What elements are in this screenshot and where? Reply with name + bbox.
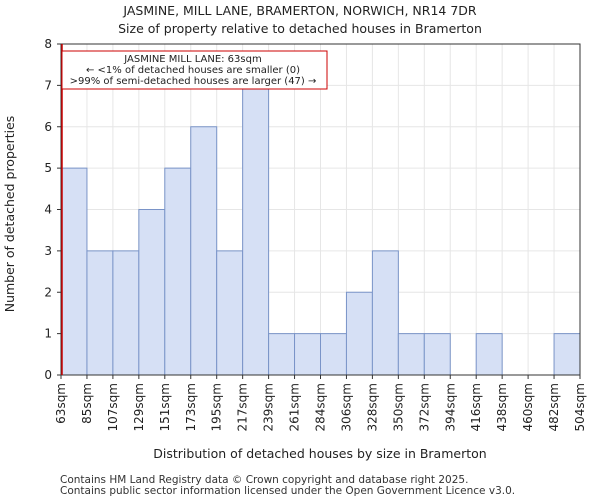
annotation-box: JASMINE MILL LANE: 63sqm ← <1% of detach… [61, 50, 328, 90]
bar [138, 209, 166, 376]
bar [190, 126, 218, 376]
footer-line-2: Contains public sector information licen… [60, 485, 515, 497]
x-tick-label: 438sqm [495, 383, 509, 431]
bar [553, 333, 581, 376]
x-tick-label: 239sqm [262, 383, 276, 431]
x-tick-label: 173sqm [184, 383, 198, 431]
x-tick-label: 504sqm [573, 383, 587, 431]
x-tick-label: 107sqm [106, 383, 120, 431]
x-tick-label: 151sqm [158, 383, 172, 431]
bar [294, 333, 321, 376]
footer-line-1: Contains HM Land Registry data © Crown c… [60, 474, 468, 486]
x-tick-label: 261sqm [288, 383, 302, 431]
x-tick-label: 394sqm [443, 383, 457, 431]
y-tick-label: 6 [44, 120, 52, 134]
chart-subtitle: Size of property relative to detached ho… [118, 21, 482, 36]
y-axis-label: Number of detached properties [2, 116, 17, 313]
x-tick-label: 306sqm [339, 383, 353, 431]
y-tick-label: 2 [44, 285, 52, 299]
annotation-line-2: ← <1% of detached houses are smaller (0) [86, 65, 300, 76]
bar [345, 291, 373, 376]
bar [475, 333, 503, 376]
x-tick-label: 217sqm [236, 383, 250, 431]
x-tick-label: 85sqm [80, 383, 94, 424]
chart-title: JASMINE, MILL LANE, BRAMERTON, NORWICH, … [122, 3, 477, 18]
y-tick-label: 4 [44, 203, 52, 217]
x-tick-label: 460sqm [521, 383, 535, 431]
x-tick-label: 284sqm [314, 383, 328, 431]
y-tick-label: 5 [44, 161, 52, 175]
y-tick-label: 1 [44, 327, 52, 341]
x-tick-label: 328sqm [365, 383, 379, 431]
bar [268, 333, 296, 376]
bars [60, 84, 581, 376]
x-tick-label: 372sqm [417, 383, 431, 431]
x-tick-label: 350sqm [391, 383, 405, 431]
x-tick-label: 63sqm [54, 383, 68, 424]
bar [423, 333, 451, 376]
bar [86, 250, 114, 376]
y-tick-label: 8 [44, 37, 52, 51]
y-tick-label: 0 [44, 368, 52, 382]
bar [397, 333, 425, 376]
x-tick-label: 416sqm [469, 383, 483, 431]
bar [242, 84, 270, 376]
y-ticks: 0 1 2 3 4 5 6 7 8 [44, 37, 61, 382]
bar [320, 333, 347, 376]
x-tick-label: 195sqm [210, 383, 224, 431]
annotation-line-3: >99% of semi-detached houses are larger … [70, 76, 317, 87]
x-tick-label: 129sqm [132, 383, 146, 431]
bar [112, 250, 140, 376]
bar [60, 167, 88, 376]
x-ticks: 63sqm 85sqm 107sqm 129sqm 151sqm 173sqm 195sqm… [54, 375, 587, 431]
bar [164, 167, 192, 376]
bar [371, 250, 399, 376]
x-tick-label: 482sqm [547, 383, 561, 431]
plot-frame [60, 43, 581, 376]
bar [216, 250, 244, 376]
y-tick-label: 3 [44, 244, 52, 258]
annotation-line-1: JASMINE MILL LANE: 63sqm [123, 54, 261, 65]
x-axis-label: Distribution of detached houses by size … [153, 446, 486, 461]
y-tick-label: 7 [44, 78, 52, 92]
